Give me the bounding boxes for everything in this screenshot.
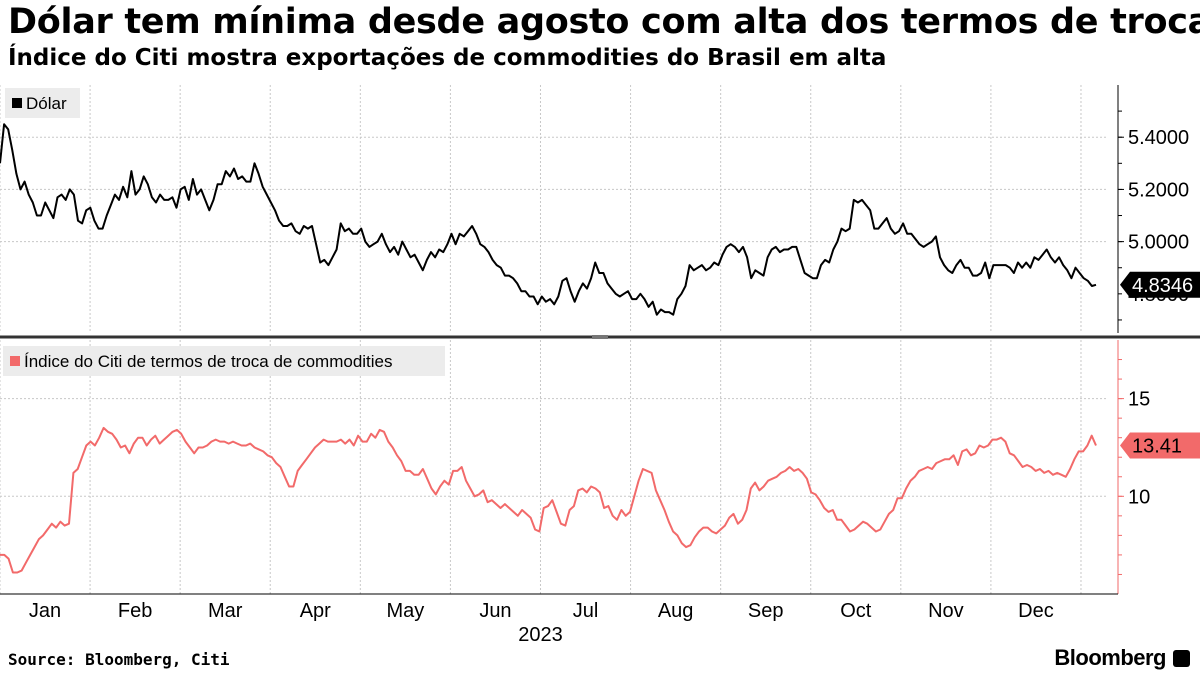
panel-divider[interactable] bbox=[0, 335, 1200, 339]
legend-label: Dólar bbox=[26, 94, 67, 113]
x-tick-label-jan: Jan bbox=[29, 600, 61, 622]
x-tick-label-nov: Nov bbox=[928, 600, 964, 622]
x-tick-label-dec: Dec bbox=[1018, 600, 1054, 622]
y-tick-label: 5.4000 bbox=[1128, 127, 1189, 149]
divider-handle[interactable] bbox=[592, 335, 608, 339]
x-tick-label-jul: Jul bbox=[573, 600, 599, 622]
chart-title: Dólar tem mínima desde agosto com alta d… bbox=[8, 2, 1200, 42]
x-tick-label-may: May bbox=[386, 600, 424, 622]
x-tick-label-aug: Aug bbox=[658, 600, 694, 622]
legend-swatch bbox=[12, 98, 22, 108]
citi-panel: 10 15 13.41 bbox=[0, 340, 1200, 594]
grid-lines bbox=[0, 85, 1108, 594]
x-tick-label-apr: Apr bbox=[300, 600, 331, 622]
dollar-series-line bbox=[0, 123, 1097, 316]
y-tick-label: 5.2000 bbox=[1128, 179, 1189, 201]
last-value-label: 13.41 bbox=[1132, 436, 1182, 458]
x-axis-year-label: 2023 bbox=[518, 624, 563, 646]
y-tick-label: 5.0000 bbox=[1128, 232, 1189, 254]
y-tick-label: 15 bbox=[1128, 389, 1150, 411]
legend-swatch bbox=[10, 356, 20, 366]
last-value-tag bbox=[1120, 432, 1200, 459]
legends: Dólar Índice do Citi de termos de troca d… bbox=[3, 88, 445, 376]
bloomberg-logo: Bloomberg bbox=[1054, 645, 1166, 670]
y-tick-label: 10 bbox=[1128, 486, 1150, 508]
last-value-label: 4.8346 bbox=[1132, 275, 1193, 297]
citi-series-line bbox=[0, 426, 1097, 574]
last-value-tag bbox=[1120, 271, 1200, 298]
x-axis: Jan Feb Mar Apr May Jun Jul Aug Sep Oct Nov Dec 2023 bbox=[0, 593, 1118, 646]
source-note: Source: Bloomberg, Citi bbox=[8, 650, 230, 669]
legend-label: Índice do Citi de termos de troca de com… bbox=[24, 352, 393, 371]
x-tick-label-mar: Mar bbox=[208, 600, 243, 622]
x-tick-label-sep: Sep bbox=[748, 600, 784, 622]
chart-subtitle: Índice do Citi mostra exportações de com… bbox=[8, 45, 887, 71]
bloomberg-logo-icon bbox=[1173, 650, 1190, 667]
x-tick-label-feb: Feb bbox=[118, 600, 152, 622]
x-tick-label-oct: Oct bbox=[840, 600, 872, 622]
x-tick-label-jun: Jun bbox=[479, 600, 511, 622]
legend-box bbox=[3, 346, 445, 376]
